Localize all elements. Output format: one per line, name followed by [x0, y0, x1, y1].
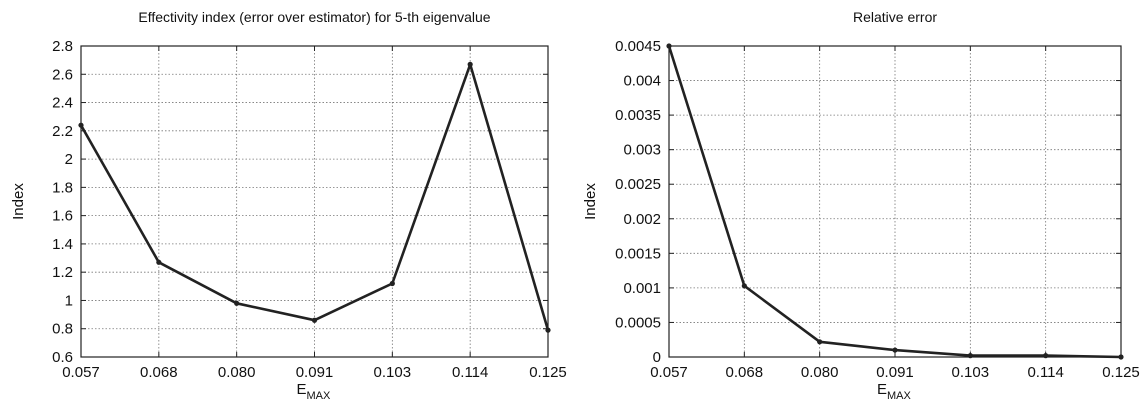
y-tick-label: 0.6: [52, 349, 73, 366]
y-tick-label: 0.0005: [615, 314, 661, 331]
x-tick-label: 0.125: [529, 364, 567, 381]
chart-title: Relative error: [853, 9, 937, 25]
data-point: [467, 61, 473, 67]
y-tick-label: 0.0045: [615, 38, 661, 55]
data-point: [967, 353, 973, 359]
data-point: [389, 280, 395, 287]
data-point: [78, 122, 84, 128]
y-tick-label: 1: [65, 292, 73, 309]
data-point: [156, 259, 162, 265]
x-tick-label: 0.125: [1102, 364, 1140, 381]
y-tick-label: 2: [65, 151, 73, 168]
relative-error-chart: Relative error Index EMAX 0 0.0005 0.001 0.…: [582, 9, 1140, 399]
data-point: [666, 43, 672, 49]
x-tick-label: 0.068: [140, 364, 178, 381]
y-tick-label: 2.8: [52, 38, 73, 55]
y-tick-label: 0.003: [623, 142, 661, 159]
y-tick-label: 1.8: [52, 179, 73, 196]
y-tick-label: 2.4: [52, 95, 73, 112]
y-tick-label: 1.2: [52, 264, 73, 281]
y-tick-label: 1.4: [52, 236, 73, 253]
effectivity-index-chart: Effectivity index (error over estimator)…: [10, 9, 567, 399]
y-axis-label: Index: [582, 183, 599, 220]
y-tick-label: 0.001: [623, 280, 661, 297]
data-point: [817, 339, 823, 345]
x-tick-label: 0.091: [876, 364, 914, 381]
y-tick-label: 0.0035: [615, 107, 661, 124]
data-point: [1118, 354, 1124, 360]
y-tick-label: 0.0015: [615, 245, 661, 262]
x-axis-label-subscript: MAX: [887, 390, 912, 399]
plot-frame: [80, 45, 549, 358]
y-axis-label: Index: [10, 183, 27, 220]
data-point: [311, 317, 318, 323]
x-tick-label: 0.080: [218, 364, 256, 381]
y-tick-label: 0.004: [623, 73, 661, 90]
data-point: [545, 327, 551, 333]
x-tick-label: 0.057: [62, 364, 100, 381]
x-axis-label-main: E: [297, 381, 307, 398]
x-tick-label: 0.114: [452, 364, 488, 381]
y-tick-label: 1.6: [52, 208, 73, 225]
x-axis-label: EMAX: [877, 381, 912, 399]
x-tick-label: 0.057: [650, 364, 688, 381]
data-point: [1043, 353, 1049, 359]
y-tick-label: 0.0025: [615, 176, 661, 193]
x-tick-label: 0.091: [296, 364, 334, 381]
x-axis-label: EMAX: [297, 381, 332, 399]
data-point: [892, 347, 898, 353]
y-tick-label: 0.002: [623, 211, 661, 228]
x-tick-label: 0.103: [952, 364, 990, 381]
x-axis-label-subscript: MAX: [307, 390, 332, 399]
y-tick-label: 0.8: [52, 321, 73, 338]
x-tick-label: 0.103: [374, 364, 412, 381]
chart-title: Effectivity index (error over estimator)…: [138, 9, 490, 25]
plot-frame: [668, 45, 1122, 358]
x-axis-label-main: E: [877, 381, 887, 398]
y-tick-label: 2.2: [52, 123, 73, 140]
y-tick-label: 2.6: [52, 66, 73, 83]
x-tick-label: 0.114: [1027, 364, 1063, 381]
x-tick-label: 0.068: [726, 364, 764, 381]
data-point: [234, 300, 240, 306]
x-tick-label: 0.080: [801, 364, 839, 381]
y-tick-label: 0: [653, 349, 661, 366]
data-point: [741, 283, 747, 289]
